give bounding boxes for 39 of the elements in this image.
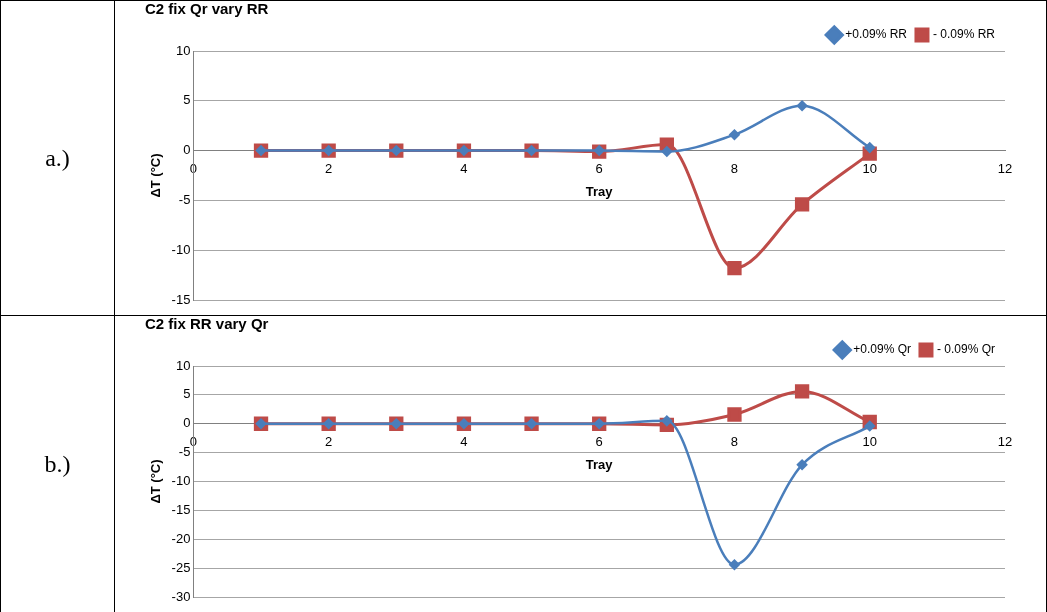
y-tick-label: -5 <box>178 191 191 207</box>
x-tick-label: 6 <box>595 160 603 176</box>
x-tick-label: 4 <box>460 434 468 450</box>
legend-label: +0.09% RR <box>845 27 908 42</box>
x-tick-label: 10 <box>862 434 877 450</box>
legend-label: +0.09% Qr <box>853 342 911 357</box>
x-tick-label: 8 <box>730 434 739 450</box>
chart-title: C2 fix RR vary Qr <box>145 315 269 333</box>
y-tick-label: 10 <box>175 42 191 58</box>
chart-title: C2 fix Qr vary RR <box>145 0 269 18</box>
y-axis-title: ΔT (°C) <box>148 459 164 504</box>
y-tick-label: -10 <box>171 473 191 489</box>
y-tick-label: 5 <box>183 386 191 402</box>
x-tick-label: 2 <box>325 434 333 450</box>
x-tick-label: 12 <box>997 160 1013 176</box>
legend-label: - 0.09% RR <box>932 27 996 42</box>
x-tick-label: 8 <box>730 160 739 176</box>
y-tick-label: -20 <box>171 530 191 546</box>
y-tick-label: -15 <box>171 501 191 517</box>
y-tick-label: -10 <box>171 241 191 257</box>
text: a.) <box>1 1 115 315</box>
x-tick-label: 10 <box>862 160 877 176</box>
y-tick-label: 0 <box>183 415 191 431</box>
x-tick-label: 12 <box>997 434 1013 450</box>
y-tick-label: -30 <box>171 588 191 604</box>
y-tick-label: 10 <box>175 357 191 373</box>
y-tick-label: 0 <box>183 142 191 158</box>
y-tick-label: -25 <box>171 559 191 575</box>
text: b.) <box>1 316 115 612</box>
y-axis-title: ΔT (°C) <box>148 153 164 198</box>
x-tick-label: 2 <box>325 160 333 176</box>
x-tick-label: 6 <box>595 434 603 450</box>
legend-label: - 0.09% Qr <box>936 342 996 357</box>
x-tick-label: 4 <box>460 160 468 176</box>
y-tick-label: 5 <box>183 92 191 108</box>
x-axis-title: Tray <box>585 183 614 199</box>
x-axis-title: Tray <box>585 456 614 472</box>
y-tick-label: -15 <box>171 291 191 307</box>
y-tick-label: -5 <box>178 444 191 460</box>
